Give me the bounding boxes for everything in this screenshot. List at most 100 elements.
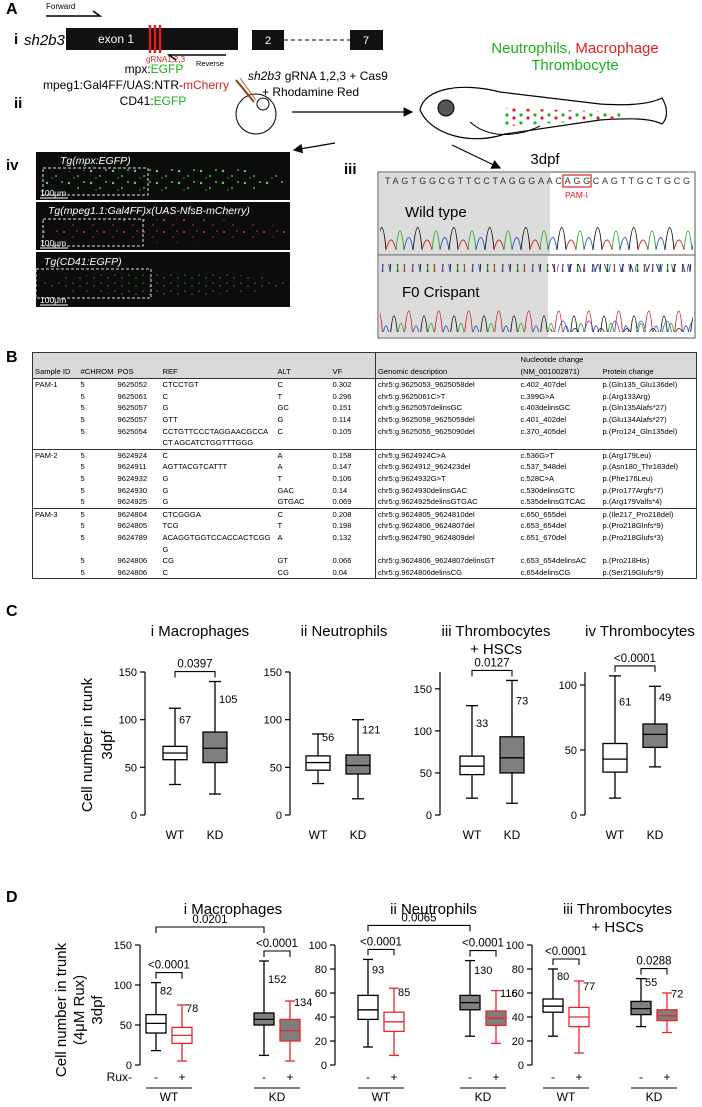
table-cell: 0.066 — [330, 555, 376, 567]
table-cell: G — [162, 497, 169, 507]
chart-title: + HSCs — [591, 919, 643, 936]
y-tick-label: 100 — [309, 940, 327, 952]
injection-text: + Rhodamine Red — [262, 85, 359, 99]
gene-name: sh2b3 — [24, 32, 66, 49]
y-tick-label: 150 — [114, 940, 132, 952]
exon-label: exon 1 — [98, 32, 134, 46]
table-row: 5 9625057 GTT G 0.114 chr5:g.9625058_9625059d… — [33, 413, 697, 426]
y-axis-label: Cell number in trunk — [53, 942, 70, 1077]
p-value: 0.0288 — [636, 956, 671, 968]
roi — [42, 218, 144, 247]
treatment-label: + — [286, 1070, 293, 1084]
table-cell: GT — [277, 556, 289, 566]
sequence: TAGTGGCGTTCCTAGGGAACAGGCAGTTGCTGCG — [385, 176, 690, 186]
treatment-label: - — [262, 1070, 266, 1084]
table-row: 5 9624930 G GAC 0.14 chr5:g.9624930delinsGAC c… — [33, 484, 697, 497]
reporter: mCherry — [183, 78, 229, 92]
y-tick-label: 0 — [321, 1060, 327, 1072]
column-header: Genomic description — [375, 352, 519, 380]
column-header: VF — [330, 352, 376, 380]
table-cell: 9624806 — [117, 567, 148, 577]
table-cell: c.403delinsGC — [520, 403, 571, 413]
treatment-label: - — [551, 1070, 555, 1084]
y-tick-label: 0 — [426, 810, 432, 822]
subpanel-label: iv — [6, 157, 19, 174]
box — [642, 723, 668, 749]
scale-label: 100μm — [40, 188, 66, 198]
sample-id: PAM-2 — [32, 448, 79, 509]
table-cell: 9624932 — [117, 473, 148, 483]
significance-bracket — [552, 958, 580, 965]
table-cell: 9624924 — [115, 448, 161, 462]
table-cell: ACAGGTGGTCCACCACTCGGG — [162, 532, 271, 554]
table-cell: 0.14 — [330, 484, 376, 497]
p-value: 0.0065 — [401, 912, 436, 924]
table-cell: p.(Asn180_Thr183del) — [602, 462, 679, 472]
n-label: 93 — [372, 964, 384, 976]
table-cell: chr5:g.9624932G>T — [378, 473, 446, 483]
treatment-label: + — [663, 1070, 670, 1084]
table-cell: G — [277, 414, 284, 424]
table-cell: C — [275, 378, 331, 391]
table-cell: chr5:g.9625055_9625090del — [378, 426, 475, 436]
table-cell: chr5:g.9625053_9625058del — [375, 378, 519, 391]
column-header-line: Nucleotide change — [520, 355, 584, 364]
column-header: POS — [115, 352, 161, 380]
column-header: REF — [160, 352, 276, 380]
pam-label: PAM-I — [565, 190, 588, 200]
labelled-cells — [505, 108, 620, 126]
gene-name: sh2b3 — [248, 69, 281, 83]
y-tick-label: 0 — [571, 810, 577, 822]
chart-title: iii Thrombocytes — [442, 623, 551, 640]
subpanel-label: ii — [14, 95, 22, 112]
table-cell: chr5:g.9624925delinsGTGAC — [378, 497, 478, 507]
transgenic-line: mpeg1:Gal4FF/UAS:NTR-mCherry — [43, 78, 229, 92]
table-row: 5 9624806 C CG 0.04 chr5:g.9624806delinsCG c.6… — [33, 566, 697, 579]
table-cell: 5 — [80, 473, 85, 483]
chart-title: ii Neutrophils — [390, 901, 477, 918]
y-tick-label: 50 — [125, 762, 137, 774]
table-cell: c.530delinsGTC — [520, 485, 575, 495]
chart-title: + HSCs — [470, 641, 522, 658]
x-tick-label: WT — [606, 828, 625, 842]
table-cell: c.653_654del — [520, 521, 567, 531]
table-cell: p.(Phe176Leu) — [602, 473, 653, 483]
table-cell: chr5:g.9625057delinsGC — [378, 403, 463, 413]
table-cell: 5 — [80, 391, 85, 401]
variant-table: Sample ID #CHROM POS REF ALT VF Genomic descri… — [32, 352, 697, 580]
box — [602, 742, 628, 773]
y-tick-label: 100 — [414, 726, 432, 738]
table-cell: c.402_407del — [518, 378, 601, 391]
table-cell: p.(Pro218Glnfs*9) — [602, 521, 664, 531]
n-label: 61 — [619, 697, 631, 709]
y-tick-label: 80 — [512, 964, 524, 976]
n-label: 130 — [474, 965, 492, 977]
chart-title: i Macrophages — [184, 901, 282, 918]
n-label: 56 — [322, 732, 334, 744]
y-tick-label: 100 — [114, 980, 132, 992]
table-cell: 9625054 — [117, 426, 148, 436]
table-row: 5 9625054 CCTGTTCCCTAGGAACGCCACT AGCATCTGG… — [33, 425, 697, 450]
variant-table-container: Sample ID #CHROM POS REF ALT VF Genomic descri… — [32, 352, 697, 580]
table-cell: 5 — [78, 378, 116, 391]
n-label: 105 — [219, 694, 237, 706]
table-cell: chr5:g.9624924C>A — [375, 448, 519, 462]
p-value: <0.0001 — [462, 938, 504, 950]
table-row: 5 9624806 CG GT 0.066 chr5:g.9624806_9624807d… — [33, 555, 697, 567]
exon — [350, 30, 383, 50]
treatment-label: + — [575, 1070, 582, 1084]
table-cell: 5 — [80, 532, 85, 542]
table-cell: T — [277, 521, 283, 531]
transgenic-line: mpx:EGFP — [125, 62, 184, 76]
grna-label: gRNA1,2,3 — [146, 55, 186, 64]
n-label: 33 — [476, 718, 488, 730]
table-cell: p.(Gln135Alafs*27) — [602, 403, 667, 413]
injection-text: sh2b3 gRNA 1,2,3 + Cas9 — [248, 69, 388, 83]
table-cell: 9624925 — [117, 497, 148, 507]
table-cell: AGTTACGTCATTT — [162, 462, 228, 472]
box — [202, 731, 228, 764]
line-name: CD41: — [120, 94, 154, 108]
p-value: <0.0001 — [545, 946, 587, 958]
panel-label: D — [6, 889, 18, 906]
